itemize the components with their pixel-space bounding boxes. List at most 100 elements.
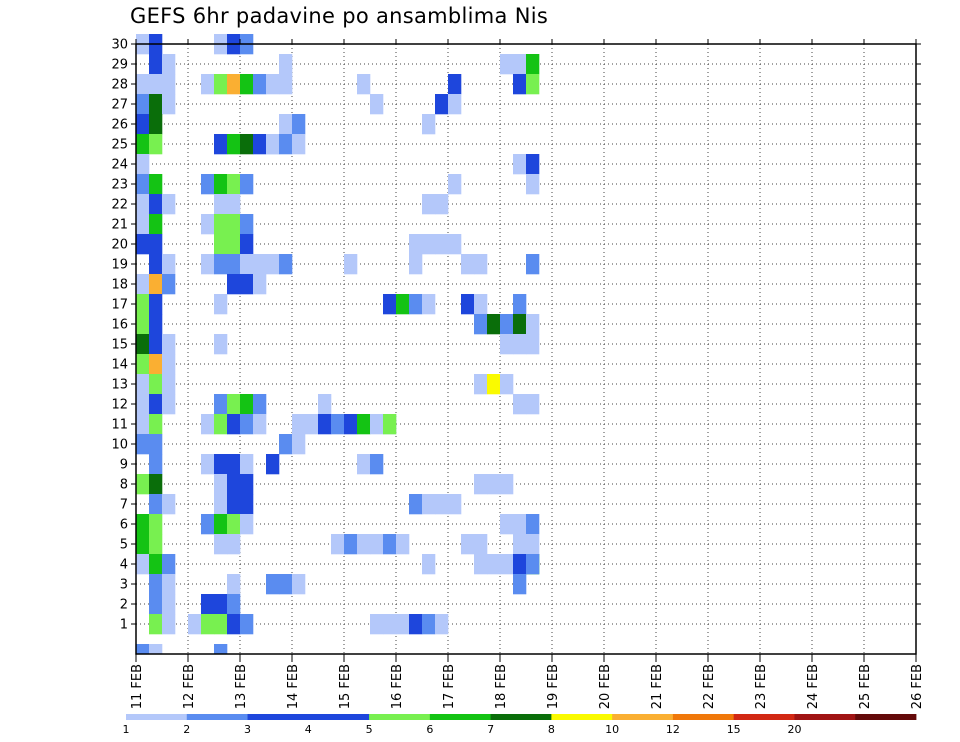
heatmap-cell (149, 94, 163, 115)
heatmap-cell (266, 134, 280, 155)
heatmap-cell (214, 294, 228, 315)
heatmap-cell (149, 614, 163, 635)
y-tick-label: 28 (111, 78, 128, 93)
heatmap-cell (461, 254, 475, 275)
heatmap-cell (201, 414, 215, 435)
heatmap-cell (266, 574, 280, 595)
heatmap-cell (136, 214, 150, 235)
heatmap-cell (227, 494, 241, 515)
heatmap-cell (136, 174, 150, 195)
x-tick-label: 25 FEB (858, 664, 873, 709)
y-tick-label: 9 (120, 458, 128, 473)
x-tick-label: 14 FEB (286, 664, 301, 709)
y-tick-label: 20 (111, 238, 128, 253)
heatmap-cell (162, 274, 176, 295)
heatmap-cell (240, 414, 254, 435)
legend-swatch (247, 714, 309, 720)
x-tick-label: 26 FEB (910, 664, 925, 709)
heatmap-cell (136, 554, 150, 575)
heatmap-cell (500, 554, 514, 575)
heatmap-cell (214, 74, 228, 95)
legend-swatch (551, 714, 613, 720)
heatmap-cell (136, 94, 150, 115)
x-tick-label: 18 FEB (494, 664, 509, 709)
heatmap-cell (357, 414, 371, 435)
heatmap-cell (422, 194, 436, 215)
heatmap-cell (526, 174, 540, 195)
heatmap-cell (474, 314, 488, 335)
heatmap-cell (214, 414, 228, 435)
heatmap-cell (227, 414, 241, 435)
heatmap-cell (136, 434, 150, 455)
heatmap-cell (500, 54, 514, 75)
heatmap-cell (474, 254, 488, 275)
heatmap-cell (136, 114, 150, 135)
x-tick-label: 21 FEB (650, 664, 665, 709)
legend-swatch (672, 714, 735, 720)
heatmap-cell (149, 554, 163, 575)
heatmap-cell (227, 194, 241, 215)
heatmap-cell (214, 454, 228, 475)
heatmap-cell (149, 254, 163, 275)
heatmap-cell (240, 454, 254, 475)
heatmap-cell (227, 614, 241, 635)
heatmap-cell (149, 594, 163, 615)
legend-swatch (429, 714, 492, 720)
heatmap-cell (240, 474, 254, 495)
heatmap-cell (435, 234, 449, 255)
y-tick-label: 3 (120, 578, 128, 593)
x-tick-label: 19 FEB (546, 664, 561, 709)
heatmap-cell (253, 394, 267, 415)
legend-label: 5 (366, 723, 373, 736)
heatmap-cell (292, 434, 306, 455)
heatmap-cell (526, 154, 540, 175)
heatmap-cell (487, 314, 501, 335)
legend-swatch (308, 714, 370, 720)
heatmap-cell (500, 334, 514, 355)
heatmap-cell (487, 474, 501, 495)
heatmap-cell (162, 394, 176, 415)
heatmap-cell (201, 214, 215, 235)
heatmap-cell (227, 514, 241, 535)
heatmap-cell (201, 614, 215, 635)
heatmap-cell (227, 74, 241, 95)
heatmap-cell (162, 254, 176, 275)
y-tick-label: 22 (111, 198, 128, 213)
heatmap-cell (136, 134, 150, 155)
heatmap-cell (149, 74, 163, 95)
heatmap-cell (526, 254, 540, 275)
legend-label: 2 (183, 723, 190, 736)
heatmap-cell (396, 614, 410, 635)
heatmap-cell (227, 134, 241, 155)
heatmap-cell (136, 194, 150, 215)
heatmap-cell (162, 614, 176, 635)
heatmap-cell (136, 534, 150, 555)
heatmap-cell (214, 494, 228, 515)
heatmap-cell (370, 614, 384, 635)
heatmap-cell (422, 614, 436, 635)
y-tick-label: 21 (111, 218, 128, 233)
heatmap-cell (149, 574, 163, 595)
heatmap-cell (240, 494, 254, 515)
heatmap-cell (370, 94, 384, 115)
heatmap-cell (227, 594, 241, 615)
heatmap-cell (422, 234, 436, 255)
heatmap-cell (253, 134, 267, 155)
heatmap-cell (162, 354, 176, 375)
heatmap-cell (149, 474, 163, 495)
heatmap-cell (227, 214, 241, 235)
heatmap-cell (240, 394, 254, 415)
heatmap-cell (422, 294, 436, 315)
heatmap-cell (149, 274, 163, 295)
heatmap-cell (149, 644, 163, 655)
heatmap-cell (526, 334, 540, 355)
heatmap-cell (201, 514, 215, 535)
heatmap-cell (136, 374, 150, 395)
heatmap-cell (279, 434, 293, 455)
heatmap-cell (279, 114, 293, 135)
y-tick-label: 7 (120, 498, 128, 513)
heatmap-cell (344, 534, 358, 555)
heatmap-cell (214, 644, 228, 655)
legend-label: 10 (605, 723, 619, 736)
heatmap-cell (201, 174, 215, 195)
